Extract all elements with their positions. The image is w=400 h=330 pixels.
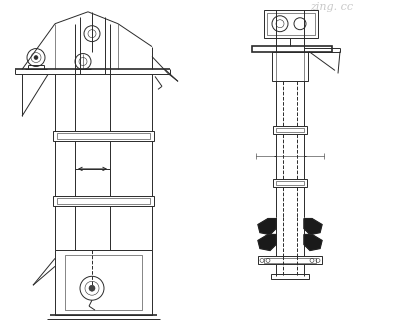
Bar [267,13,315,35]
Bar [264,258,316,263]
Bar [276,128,304,132]
Bar [271,274,309,279]
Bar [55,250,152,315]
Circle shape [89,285,95,291]
Polygon shape [304,235,322,250]
Bar [276,181,304,185]
Bar [57,198,150,204]
Polygon shape [258,235,276,250]
Bar [258,256,322,264]
Bar [272,51,308,82]
Bar [273,126,307,134]
Polygon shape [258,218,276,235]
Polygon shape [304,218,322,235]
Text: zing. cc: zing. cc [310,2,353,12]
Bar [252,46,332,51]
Bar [65,255,142,310]
Bar [57,133,150,139]
Bar [264,10,318,38]
Bar [53,131,154,141]
Bar [273,179,307,187]
Bar [53,196,154,206]
Circle shape [34,55,38,59]
